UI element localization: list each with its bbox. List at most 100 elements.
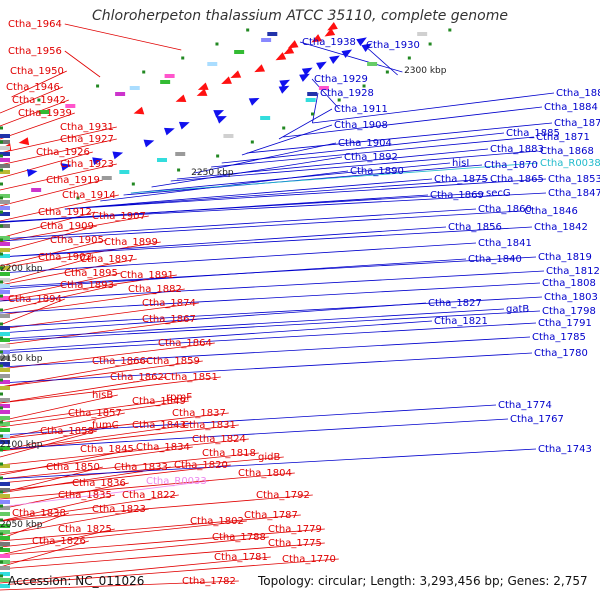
cog-block bbox=[0, 548, 10, 552]
left-gene-label: hisB bbox=[92, 390, 113, 401]
leader-line bbox=[64, 178, 433, 210]
left-gene-label: Ctha_1914 bbox=[62, 190, 116, 201]
leader-line bbox=[11, 70, 67, 98]
left-gene-label: Ctha_1857 bbox=[68, 408, 122, 419]
leader-line bbox=[0, 86, 63, 114]
left-gene-label: Ctha_1964 bbox=[8, 19, 62, 30]
tick-dot bbox=[0, 182, 3, 186]
right-gene-label: Ctha_1767 bbox=[510, 414, 564, 425]
left-gene-label: Ctha_1956 bbox=[8, 46, 62, 57]
right-gene-label: Ctha_1841 bbox=[478, 238, 532, 249]
left-gene-label: Ctha_1858 bbox=[40, 426, 94, 437]
cog-block bbox=[129, 86, 140, 90]
tick-label: 2100 kbp bbox=[0, 440, 43, 450]
tick-dot bbox=[0, 392, 3, 396]
cog-block bbox=[261, 38, 272, 42]
cog-block bbox=[0, 338, 10, 342]
leader-line bbox=[0, 494, 313, 522]
right-gene-label: gatB bbox=[506, 304, 529, 315]
cog-block bbox=[0, 434, 10, 438]
right-gene-label: Ctha_1827 bbox=[428, 298, 482, 309]
accession-text: Accession: NC_011026 bbox=[8, 574, 145, 588]
cog-block bbox=[260, 116, 271, 120]
right-gene-label: Ctha_1853 bbox=[548, 174, 600, 185]
tick-dot bbox=[0, 504, 3, 508]
cog-block bbox=[0, 152, 10, 156]
reverse-gene-mark bbox=[143, 139, 155, 148]
left-gene-label: rpmF bbox=[166, 392, 192, 403]
leader-line bbox=[0, 336, 531, 368]
topology-text: Topology: circular; Length: 3,293,456 bp… bbox=[258, 574, 588, 588]
leader-line bbox=[0, 528, 325, 556]
cog-block bbox=[160, 80, 171, 84]
cog-block bbox=[417, 32, 428, 36]
cog-block bbox=[0, 140, 10, 144]
right-gene-label: Ctha_1892 bbox=[344, 152, 398, 163]
left-gene-label: Ctha_1909 bbox=[40, 221, 94, 232]
leader-line bbox=[0, 528, 115, 556]
leader-line bbox=[283, 106, 543, 138]
leader-line bbox=[0, 424, 189, 452]
right-gene-label: Ctha_1846 bbox=[524, 206, 578, 217]
reverse-gene-mark bbox=[299, 73, 310, 82]
tick-dot bbox=[0, 224, 3, 228]
reverse-gene-mark bbox=[316, 61, 327, 70]
leader-line bbox=[0, 296, 543, 328]
tick-dot bbox=[96, 84, 100, 88]
cog-block bbox=[207, 62, 218, 66]
leader-line bbox=[0, 508, 149, 536]
right-gene-label: Ctha_1884 bbox=[544, 102, 598, 113]
left-gene-label: Ctha_1849 bbox=[132, 396, 186, 407]
left-gene-label: Ctha_1838 bbox=[12, 508, 66, 519]
cog-block bbox=[0, 584, 10, 588]
tick-dot bbox=[0, 448, 3, 452]
leader-line bbox=[0, 242, 477, 274]
left-gene-label: Ctha_1851 bbox=[164, 372, 218, 383]
cog-block bbox=[223, 134, 234, 138]
leader-line bbox=[0, 494, 115, 522]
reverse-gene-mark bbox=[92, 157, 103, 166]
leader-line bbox=[211, 136, 535, 168]
leader-line bbox=[0, 558, 339, 586]
leader-line bbox=[241, 124, 333, 156]
tick-dot bbox=[282, 126, 286, 130]
cog-block bbox=[0, 386, 10, 390]
right-gene-label: Ctha_1908 bbox=[334, 120, 388, 131]
leader-line bbox=[0, 99, 69, 127]
reverse-gene-mark bbox=[164, 127, 175, 136]
right-gene-label: Ctha_1938 bbox=[302, 37, 356, 48]
reverse-gene-mark bbox=[341, 49, 353, 58]
reverse-gene-mark bbox=[60, 163, 72, 171]
leader-line bbox=[0, 151, 93, 179]
cog-block bbox=[0, 464, 10, 468]
tick-dot bbox=[311, 112, 315, 116]
leader-line bbox=[0, 282, 541, 314]
right-gene-label: Ctha_R0038 bbox=[540, 158, 600, 169]
left-gene-label: Ctha_1802 bbox=[190, 516, 244, 527]
leader-line bbox=[0, 126, 117, 154]
reverse-gene-mark bbox=[278, 85, 290, 94]
tick-dot bbox=[215, 42, 219, 46]
cog-block bbox=[0, 572, 10, 576]
left-gene-label: Ctha_1882 bbox=[128, 284, 182, 295]
right-gene-label: Ctha_1860 bbox=[478, 204, 532, 215]
right-gene-label: hisI bbox=[452, 158, 469, 169]
tick-dot bbox=[0, 434, 3, 438]
left-gene-label: Ctha_1775 bbox=[268, 538, 322, 549]
right-gene-label: Ctha_1842 bbox=[534, 222, 588, 233]
cog-block bbox=[0, 404, 10, 408]
cog-block bbox=[0, 530, 10, 534]
left-gene-label: Ctha_1843 bbox=[132, 420, 186, 431]
cog-block bbox=[0, 158, 10, 162]
leader-line bbox=[0, 466, 103, 494]
leader-line bbox=[0, 360, 203, 388]
tick-dot bbox=[0, 462, 3, 466]
left-gene-label: Ctha_1787 bbox=[244, 510, 298, 521]
left-gene-label: Ctha_1907 bbox=[92, 211, 146, 222]
tick-label: 2250 kbp bbox=[191, 168, 234, 178]
right-gene-label: Ctha_1870 bbox=[484, 160, 538, 171]
leader-line bbox=[363, 44, 398, 76]
leader-line bbox=[64, 178, 547, 210]
right-gene-label: Ctha_1928 bbox=[320, 88, 374, 99]
cog-block bbox=[0, 332, 10, 336]
